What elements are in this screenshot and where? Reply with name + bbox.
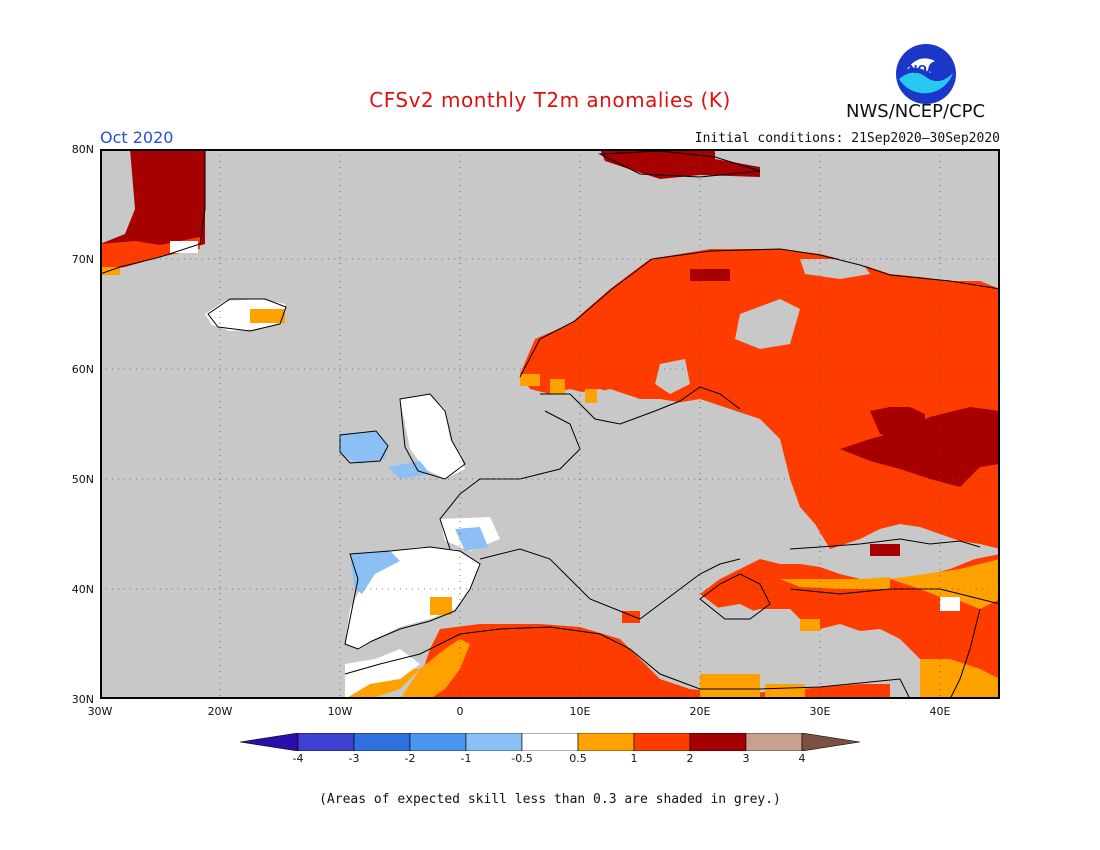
lon-label-30w: 30W xyxy=(87,705,113,718)
lon-label-30e: 30E xyxy=(809,705,831,718)
colorbar-segment xyxy=(353,732,411,752)
colorbar-segment xyxy=(577,732,635,752)
colorbar xyxy=(239,732,861,752)
lat-label-60n: 60N xyxy=(71,363,94,376)
lon-label-0: 0 xyxy=(456,705,464,718)
colorbar-segment xyxy=(633,732,691,752)
colorbar-tick-label: 0.5 xyxy=(569,752,587,765)
colorbar-tick-label: 4 xyxy=(798,752,806,765)
logo-text: NOAA xyxy=(908,63,944,76)
lat-label-40n: 40N xyxy=(71,583,94,596)
lon-label-10e: 10E xyxy=(569,705,591,718)
initial-conditions: Initial conditions: 21Sep2020–30Sep2020 xyxy=(694,131,1000,146)
coastlines xyxy=(99,149,1001,700)
colorbar-arrow-low xyxy=(239,732,299,752)
colorbar-segment xyxy=(521,732,579,752)
colorbar-segment xyxy=(465,732,523,752)
graticule xyxy=(100,149,1000,699)
colorbar-tick-label: -1 xyxy=(460,752,472,765)
skill-footnote: (Areas of expected skill less than 0.3 a… xyxy=(319,792,781,807)
british-isles-anomaly xyxy=(340,394,465,479)
colorbar-tick-label: 3 xyxy=(742,752,750,765)
colorbar-segment xyxy=(689,732,747,752)
colorbar-arrow-high xyxy=(801,732,861,752)
colorbar-segment xyxy=(745,732,803,752)
lat-label-70n: 70N xyxy=(71,253,94,266)
colorbar-tick-label: -0.5 xyxy=(511,752,533,765)
greenland-anomaly xyxy=(100,149,205,275)
lat-label-30n: 30N xyxy=(71,693,94,706)
lon-label-20e: 20E xyxy=(689,705,711,718)
colorbar-tick-label: -3 xyxy=(348,752,360,765)
colorbar-tick-label: -4 xyxy=(292,752,304,765)
colorbar-tick-label: 1 xyxy=(630,752,638,765)
iceland-anomaly xyxy=(205,299,285,331)
anomaly-map xyxy=(99,149,1001,700)
lon-label-20w: 20W xyxy=(207,705,233,718)
map-frame xyxy=(100,149,1000,699)
lon-label-10w: 10W xyxy=(327,705,353,718)
colorbar-segment xyxy=(297,732,355,752)
scandinavia-russia-anomaly xyxy=(520,249,1000,549)
agency-label: NWS/NCEP/CPC xyxy=(846,101,986,122)
colorbar-tick-label: 2 xyxy=(686,752,694,765)
forecast-period: Oct 2020 xyxy=(100,128,174,147)
iberia-anomaly xyxy=(345,517,500,649)
map-title: CFSv2 monthly T2m anomalies (K) xyxy=(369,88,731,112)
noaa-logo: NOAA xyxy=(895,43,957,105)
colorbar-tick-label: -2 xyxy=(404,752,416,765)
lon-label-40e: 40E xyxy=(929,705,951,718)
lat-label-80n: 80N xyxy=(71,143,94,156)
north-africa-anomaly xyxy=(345,611,890,699)
colorbar-segment xyxy=(409,732,467,752)
lat-label-50n: 50N xyxy=(71,473,94,486)
svalbard-anomaly xyxy=(600,149,760,179)
south-norway-anomaly xyxy=(520,374,597,403)
